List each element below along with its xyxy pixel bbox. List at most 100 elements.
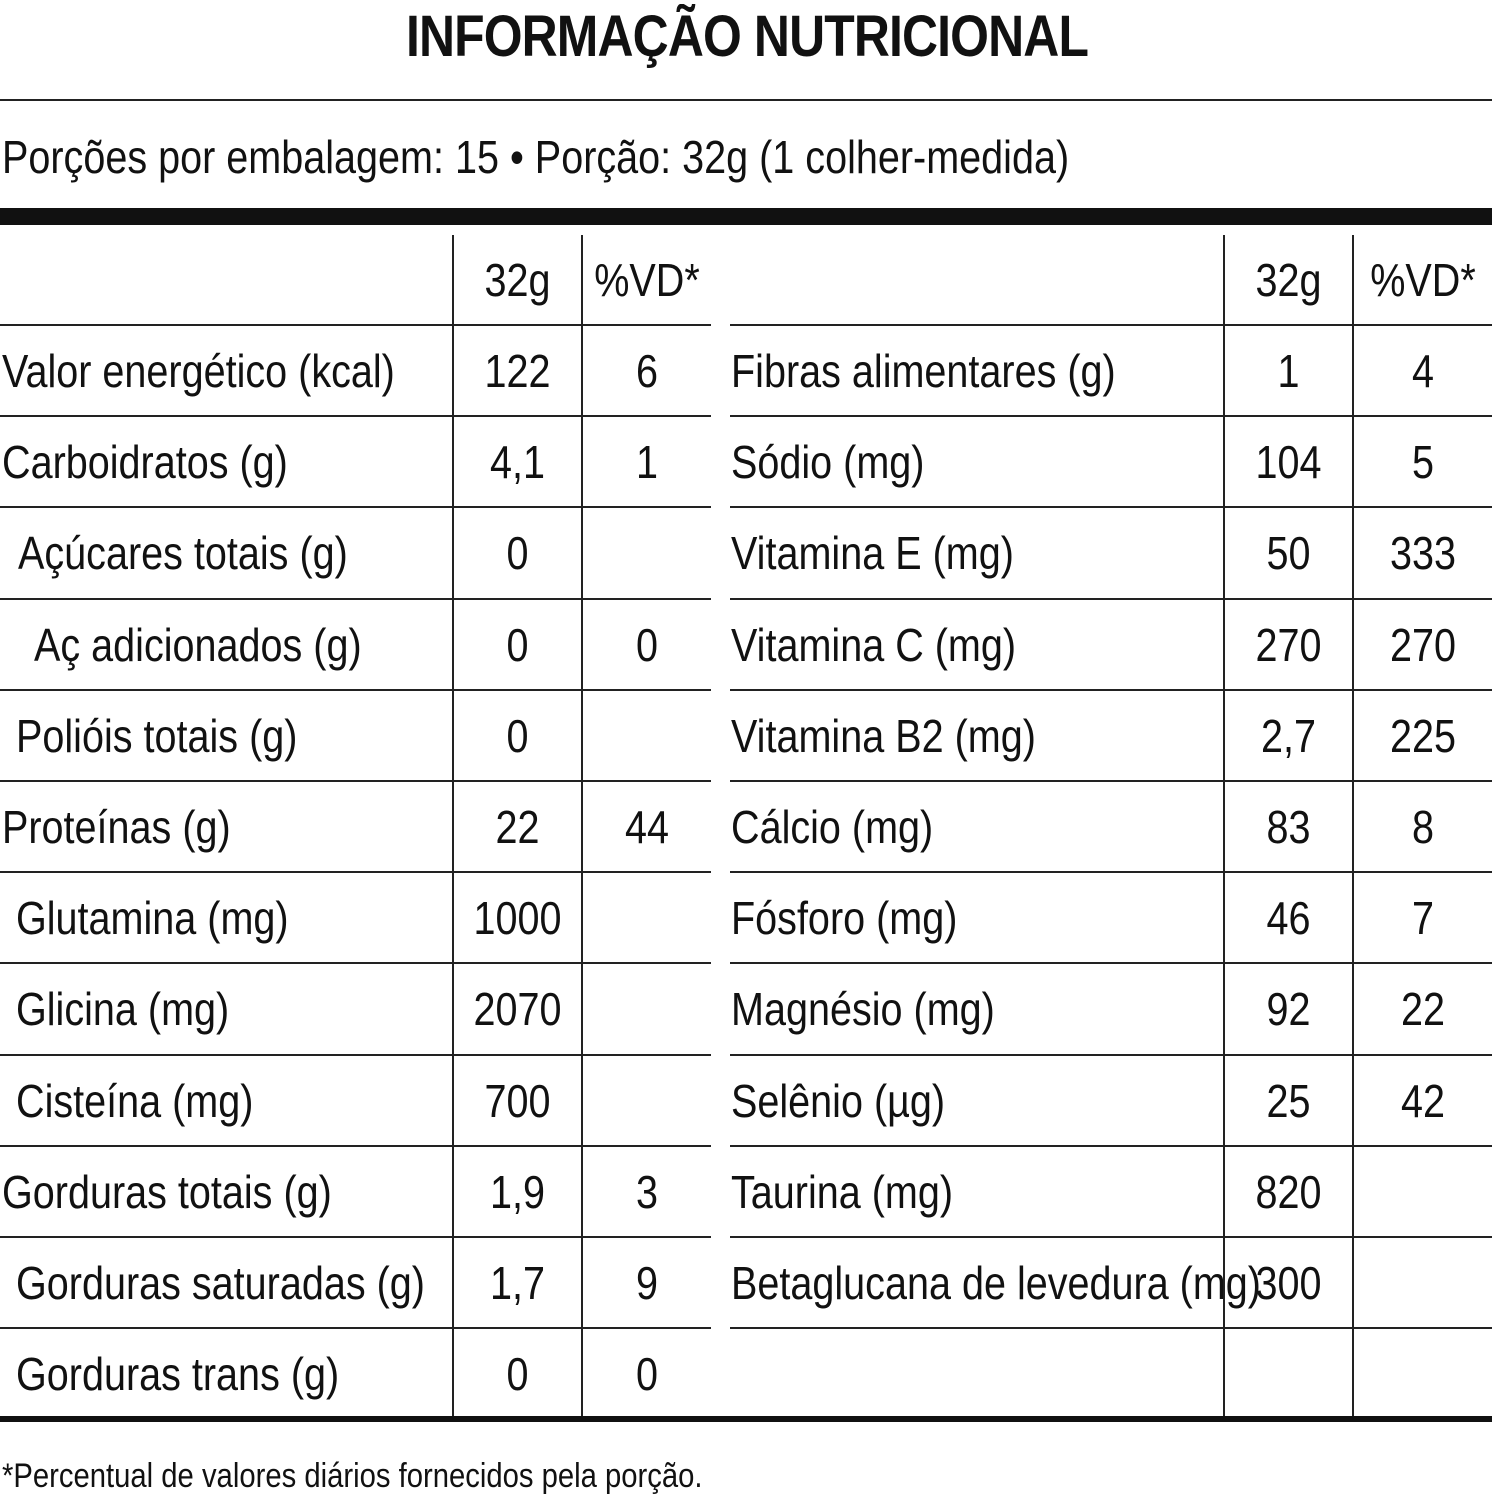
right-nutrient-amount: 46 (1266, 892, 1311, 944)
left-nutrient-label: Glutamina (mg) (16, 892, 289, 944)
left-nutrient-dv (592, 1056, 702, 1147)
right-amount-header: 32g (1255, 254, 1322, 306)
right-nutrient-label: Fósforo (mg) (731, 892, 958, 944)
left-nutrient-amount: 700 (484, 1075, 551, 1127)
left-amount-header: 32g (484, 254, 551, 306)
right-nutrient-amount: 2,7 (1260, 710, 1316, 762)
row-divider (0, 962, 711, 964)
right-nutrient-dv (1364, 1329, 1483, 1420)
left-nutrient-amount: 1000 (473, 892, 562, 944)
left-dv-header: %VD* (594, 254, 700, 306)
column-divider (1223, 235, 1225, 1418)
row-divider (730, 1327, 1492, 1329)
left-nutrient-dv: 6 (635, 345, 659, 397)
row-divider (730, 1236, 1492, 1238)
left-nutrient-label: Carboidratos (g) (2, 436, 288, 488)
row-divider (730, 1054, 1492, 1056)
right-nutrient-label: Fibras alimentares (g) (731, 345, 1116, 397)
left-nutrient-amount: 22 (495, 801, 540, 853)
right-nutrient-label (731, 1329, 1154, 1420)
row-divider (730, 962, 1492, 964)
row-divider (0, 1327, 711, 1329)
row-divider (730, 506, 1492, 508)
left-nutrient-label: Valor energético (kcal) (2, 345, 395, 397)
left-nutrient-label: Gorduras trans (g) (16, 1348, 340, 1400)
left-nutrient-label: Aç adicionados (g) (34, 619, 362, 671)
left-nutrient-label: Cisteína (mg) (16, 1075, 254, 1127)
left-nutrient-label: Açúcares totais (g) (18, 527, 348, 579)
left-nutrient-dv: 0 (635, 619, 659, 671)
right-nutrient-amount: 1 (1277, 345, 1300, 397)
left-nutrient-amount: 0 (506, 619, 529, 671)
right-nutrient-label: Cálcio (mg) (731, 801, 934, 853)
right-nutrient-amount: 92 (1266, 983, 1311, 1035)
right-nutrient-dv: 5 (1411, 436, 1435, 488)
row-divider (730, 871, 1492, 873)
left-nutrient-dv: 44 (624, 801, 669, 853)
row-divider (0, 415, 711, 417)
right-nutrient-dv: 42 (1400, 1075, 1445, 1127)
row-divider (0, 1054, 711, 1056)
left-nutrient-label: Polióis totais (g) (16, 710, 298, 762)
right-nutrient-amount: 270 (1255, 619, 1322, 671)
left-nutrient-dv (592, 508, 702, 599)
right-nutrient-label: Vitamina E (mg) (731, 527, 1014, 579)
right-nutrient-dv: 270 (1389, 619, 1457, 671)
footnote: *Percentual de valores diários fornecido… (2, 1457, 703, 1495)
right-nutrient-label: Betaglucana de levedura (mg) (731, 1257, 1261, 1309)
left-nutrient-dv (592, 691, 702, 782)
column-divider (1352, 235, 1354, 1418)
right-nutrient-amount: 300 (1255, 1257, 1322, 1309)
right-nutrient-amount: 83 (1266, 801, 1311, 853)
left-nutrient-label: Gorduras saturadas (g) (16, 1257, 425, 1309)
right-nutrient-dv: 22 (1400, 983, 1445, 1035)
column-divider (581, 235, 583, 1418)
right-nutrient-label: Taurina (mg) (731, 1166, 954, 1218)
right-nutrient-label: Sódio (mg) (731, 436, 925, 488)
left-nutrient-amount: 1,9 (489, 1166, 545, 1218)
table-bottom-rule (0, 1416, 1492, 1422)
row-divider (0, 1145, 711, 1147)
row-divider (0, 689, 711, 691)
left-nutrient-label: Proteínas (g) (2, 801, 231, 853)
right-nutrient-label: Vitamina B2 (mg) (731, 710, 1036, 762)
row-divider (0, 598, 711, 600)
left-nutrient-dv (592, 873, 702, 964)
row-divider (0, 780, 711, 782)
row-divider (730, 1145, 1492, 1147)
left-nutrient-label: Glicina (mg) (16, 983, 230, 1035)
right-nutrient-amount (1234, 1329, 1343, 1420)
right-nutrient-dv: 333 (1389, 527, 1457, 579)
right-nutrient-dv: 8 (1411, 801, 1435, 853)
row-divider (730, 324, 1492, 326)
left-nutrient-label: Gorduras totais (g) (2, 1166, 332, 1218)
right-nutrient-label: Magnésio (mg) (731, 983, 995, 1035)
left-nutrient-amount: 0 (506, 1348, 529, 1400)
right-nutrient-amount: 820 (1255, 1166, 1322, 1218)
right-nutrient-dv (1364, 1147, 1483, 1238)
right-nutrient-dv (1364, 1238, 1483, 1329)
left-nutrient-amount: 122 (484, 345, 551, 397)
left-nutrient-amount: 0 (506, 527, 529, 579)
right-nutrient-amount: 50 (1266, 527, 1311, 579)
title-divider (0, 99, 1492, 101)
right-nutrient-label: Vitamina C (mg) (731, 619, 1017, 671)
left-nutrient-dv: 9 (635, 1257, 659, 1309)
header-bar (0, 208, 1492, 225)
left-nutrient-amount: 0 (506, 710, 529, 762)
left-nutrient-dv: 1 (635, 436, 659, 488)
right-nutrient-label: Selênio (µg) (731, 1075, 946, 1127)
left-nutrient-amount: 2070 (473, 983, 562, 1035)
label-title: INFORMAÇÃO NUTRICIONAL (405, 4, 1089, 69)
right-nutrient-dv: 7 (1411, 892, 1435, 944)
serving-info: Porções por embalagem: 15 • Porção: 32g … (2, 131, 1070, 183)
left-nutrient-dv (592, 964, 702, 1055)
row-divider (730, 598, 1492, 600)
row-divider (730, 689, 1492, 691)
left-nutrient-dv: 3 (635, 1166, 659, 1218)
row-divider (0, 324, 711, 326)
row-divider (730, 780, 1492, 782)
left-nutrient-amount: 4,1 (489, 436, 545, 488)
right-nutrient-dv: 225 (1389, 710, 1457, 762)
right-nutrient-amount: 25 (1266, 1075, 1311, 1127)
